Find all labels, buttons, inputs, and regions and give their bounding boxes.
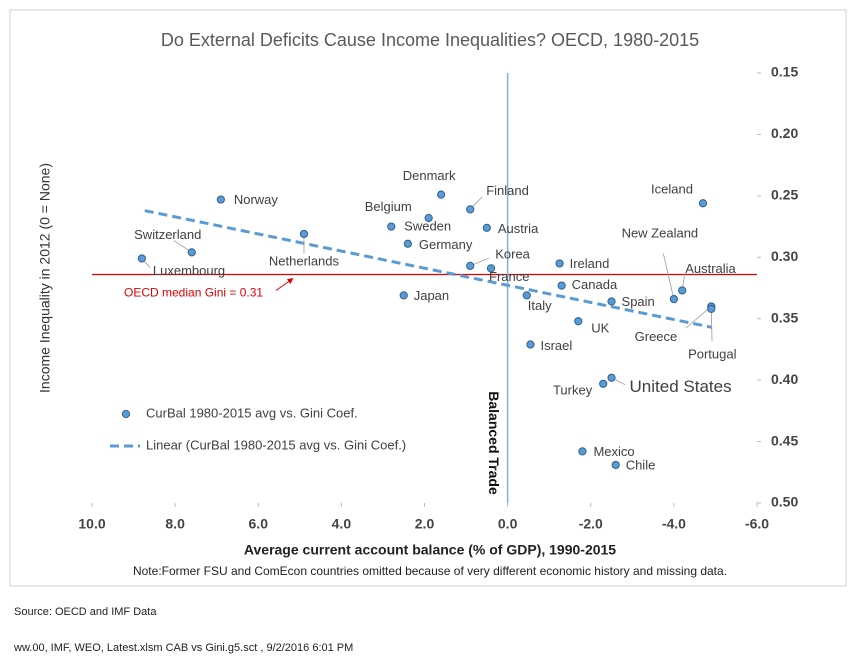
point-label: New Zealand bbox=[622, 225, 699, 240]
point-label: Switzerland bbox=[134, 227, 201, 242]
point bbox=[607, 373, 616, 382]
point bbox=[466, 205, 475, 214]
point-label: Spain bbox=[622, 294, 655, 309]
point bbox=[678, 286, 687, 295]
x-tick-label: 10.0 bbox=[78, 516, 105, 532]
point bbox=[216, 195, 225, 204]
point-label: Greece bbox=[635, 329, 678, 344]
point bbox=[486, 264, 496, 273]
balanced-annotation: Balanced Trade bbox=[486, 391, 502, 495]
point-label: Portugal bbox=[688, 346, 737, 361]
point bbox=[403, 239, 412, 248]
point bbox=[611, 460, 620, 470]
note: Note:Former FSU and ComEcon countries om… bbox=[133, 564, 727, 578]
leader-line bbox=[710, 308, 713, 342]
point bbox=[578, 447, 587, 456]
chart-frame bbox=[9, 9, 847, 587]
point bbox=[466, 261, 475, 270]
y-tick-label: 0.30 bbox=[771, 248, 798, 264]
point-label: Germany bbox=[419, 237, 473, 252]
legend-marker bbox=[121, 409, 131, 419]
point bbox=[387, 222, 396, 231]
point bbox=[557, 281, 566, 290]
point-label: Canada bbox=[572, 277, 618, 292]
y-tick-label: 0.20 bbox=[771, 125, 798, 141]
point-label: Sweden bbox=[404, 218, 451, 233]
point-label: Ireland bbox=[570, 256, 610, 271]
point-label: Iceland bbox=[651, 182, 693, 197]
point bbox=[555, 259, 564, 268]
annotation-arrow bbox=[275, 278, 294, 291]
point bbox=[424, 213, 433, 223]
point-label: Austria bbox=[498, 221, 539, 236]
y-tick-label: 0.45 bbox=[771, 432, 798, 448]
x-tick-label: -4.0 bbox=[662, 516, 686, 532]
leader-line bbox=[662, 253, 675, 300]
point bbox=[599, 379, 608, 388]
point bbox=[707, 304, 716, 313]
source: Source: OECD and IMF Data bbox=[14, 606, 157, 618]
point bbox=[698, 199, 708, 208]
point bbox=[607, 297, 616, 306]
point bbox=[574, 317, 583, 326]
point bbox=[669, 294, 678, 304]
chart-title: Do External Deficits Cause Income Inequa… bbox=[161, 30, 699, 50]
point bbox=[399, 291, 408, 300]
y-tick-label: 0.15 bbox=[771, 64, 798, 80]
point bbox=[437, 190, 446, 199]
point-label: Luxembourg bbox=[153, 263, 225, 278]
point-label: United States bbox=[630, 377, 732, 396]
point-label: Finland bbox=[486, 183, 529, 198]
point-label: Japan bbox=[414, 288, 449, 303]
x-tick-label: -2.0 bbox=[579, 516, 603, 532]
point-label: Israel bbox=[540, 338, 572, 353]
y-tick-label: 0.40 bbox=[771, 371, 798, 387]
x-axis-title: Average current account balance (% of GD… bbox=[244, 542, 616, 558]
point bbox=[526, 340, 535, 349]
y-tick-label: 0.25 bbox=[771, 187, 798, 203]
point-label: Mexico bbox=[593, 444, 634, 459]
point bbox=[137, 254, 146, 263]
footer-file: ww.00, IMF, WEO, Latest.xlsm CAB vs Gini… bbox=[13, 642, 353, 654]
point-label: Turkey bbox=[553, 382, 593, 397]
point bbox=[299, 229, 309, 239]
x-tick-label: 6.0 bbox=[249, 516, 269, 532]
y-tick-label: 0.50 bbox=[771, 494, 798, 510]
x-tick-label: 8.0 bbox=[165, 516, 185, 532]
legend-label: Linear (CurBal 1980-2015 avg vs. Gini Co… bbox=[146, 437, 406, 452]
y-tick-label: 0.35 bbox=[771, 309, 798, 325]
point-label: Chile bbox=[626, 457, 656, 472]
point-label: Italy bbox=[528, 298, 552, 313]
point-label: France bbox=[489, 269, 529, 284]
point bbox=[522, 291, 531, 300]
x-tick-label: 0.0 bbox=[498, 516, 518, 532]
point-label: Denmark bbox=[403, 168, 456, 183]
point-label: Netherlands bbox=[269, 253, 340, 268]
y-axis-title: Income Inequality in 2012 (0 = None) bbox=[37, 163, 53, 393]
point bbox=[482, 223, 491, 232]
point-label: Australia bbox=[685, 261, 736, 276]
median-annotation: OECD median Gini = 0.31 bbox=[124, 286, 263, 300]
point-label: Korea bbox=[495, 246, 530, 261]
legend-label: CurBal 1980-2015 avg vs. Gini Coef. bbox=[146, 405, 358, 420]
point-label: UK bbox=[591, 321, 609, 336]
x-tick-label: 2.0 bbox=[415, 516, 435, 532]
trend-line bbox=[144, 209, 712, 329]
x-tick-label: -6.0 bbox=[745, 516, 769, 532]
leader-line bbox=[685, 306, 712, 329]
x-tick-label: 4.0 bbox=[332, 516, 352, 532]
point bbox=[187, 248, 196, 257]
point-label: Norway bbox=[234, 192, 279, 207]
point-label: Belgium bbox=[365, 199, 412, 214]
